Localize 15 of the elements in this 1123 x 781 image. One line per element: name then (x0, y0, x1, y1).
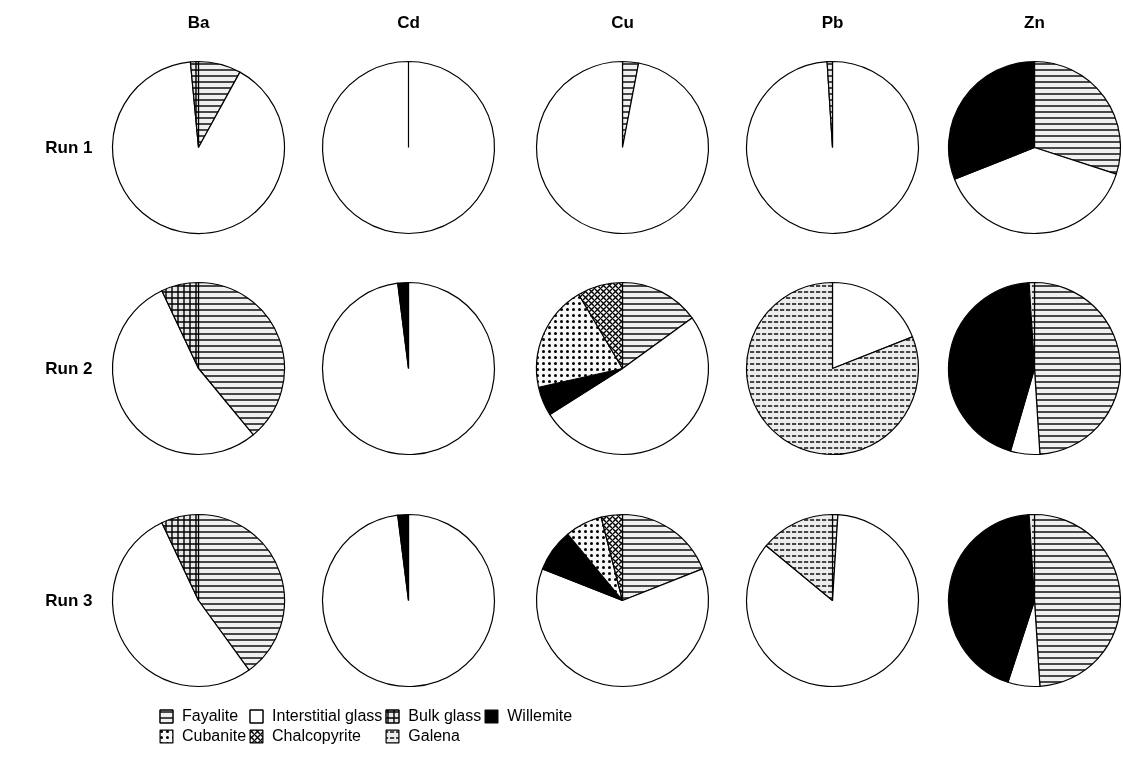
chart-title: Cu (611, 13, 634, 32)
chart-title: Zn (1024, 13, 1045, 32)
legend-label: Bulk glass (408, 707, 482, 725)
text: Run 1 (45, 138, 93, 157)
legend-label: Cubanite (182, 727, 247, 745)
chart-title: Ba (187, 13, 210, 32)
chart-title: Cd (397, 13, 420, 32)
legend-label: Willemite (507, 707, 573, 725)
chart-title: Pb (821, 13, 844, 32)
text: Run 2 (45, 359, 93, 378)
text: Run 3 (45, 591, 93, 610)
legend-label: Galena (408, 727, 460, 745)
legend-label: Interstitial glass (272, 707, 383, 725)
legend-label: Fayalite (182, 707, 239, 725)
legend-label: Chalcopyrite (272, 727, 361, 745)
